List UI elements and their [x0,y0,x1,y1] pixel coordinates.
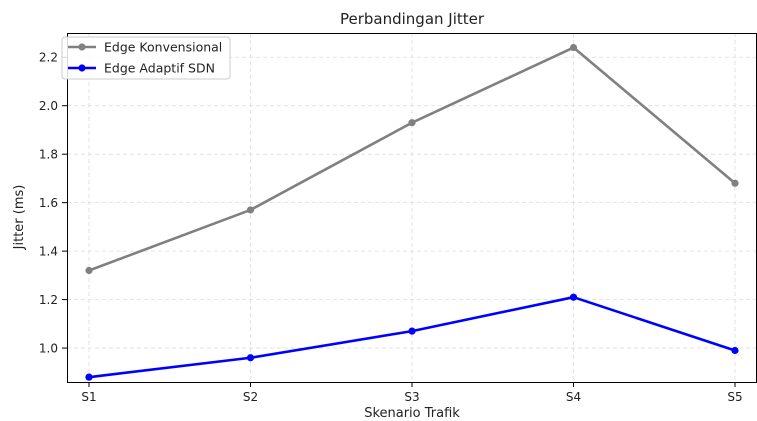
y-tick-label: 1.4 [39,245,58,259]
x-tick-label: S1 [81,390,96,404]
legend-swatch-marker [78,43,86,51]
legend: Edge Konvensional Edge Adaptif SDN [61,36,231,80]
y-axis-title: Jitter (ms) [12,185,27,251]
y-tick-label: 1.2 [39,293,58,307]
data-point [731,179,739,187]
y-tick-label: 2.2 [39,51,58,65]
data-point [85,266,93,275]
legend-label: Edge Konvensional [104,40,222,55]
grid-layer [67,33,757,382]
y-tick-label: 2.0 [39,99,58,113]
x-tick-label: S2 [243,390,258,404]
data-point [85,373,93,381]
data-point [569,43,578,52]
y-tick-label: 1.6 [39,196,58,210]
data-point [246,206,255,214]
y-tick-label: 1.8 [39,148,58,162]
series-layer [85,43,739,381]
data-point [569,293,578,301]
x-tick-label: S3 [404,390,419,404]
x-axis-title: Skenario Trafik [364,406,460,421]
x-tick-label: S5 [727,390,742,404]
legend-box [61,36,231,80]
data-point [246,354,255,362]
chart-title: Perbandingan Jitter [340,10,485,28]
x-tick-label: S4 [566,390,581,404]
data-point [731,346,739,355]
ticks-layer: S1 S2 S3 S4 S5 1.0 1.2 1.4 1.6 1.8 2.0 2.2 [39,51,743,404]
data-point [408,119,416,127]
legend-label: Edge Adaptif SDN [104,61,215,76]
legend-swatch-marker [78,64,86,72]
data-point [408,327,416,335]
y-tick-label: 1.0 [39,342,58,356]
